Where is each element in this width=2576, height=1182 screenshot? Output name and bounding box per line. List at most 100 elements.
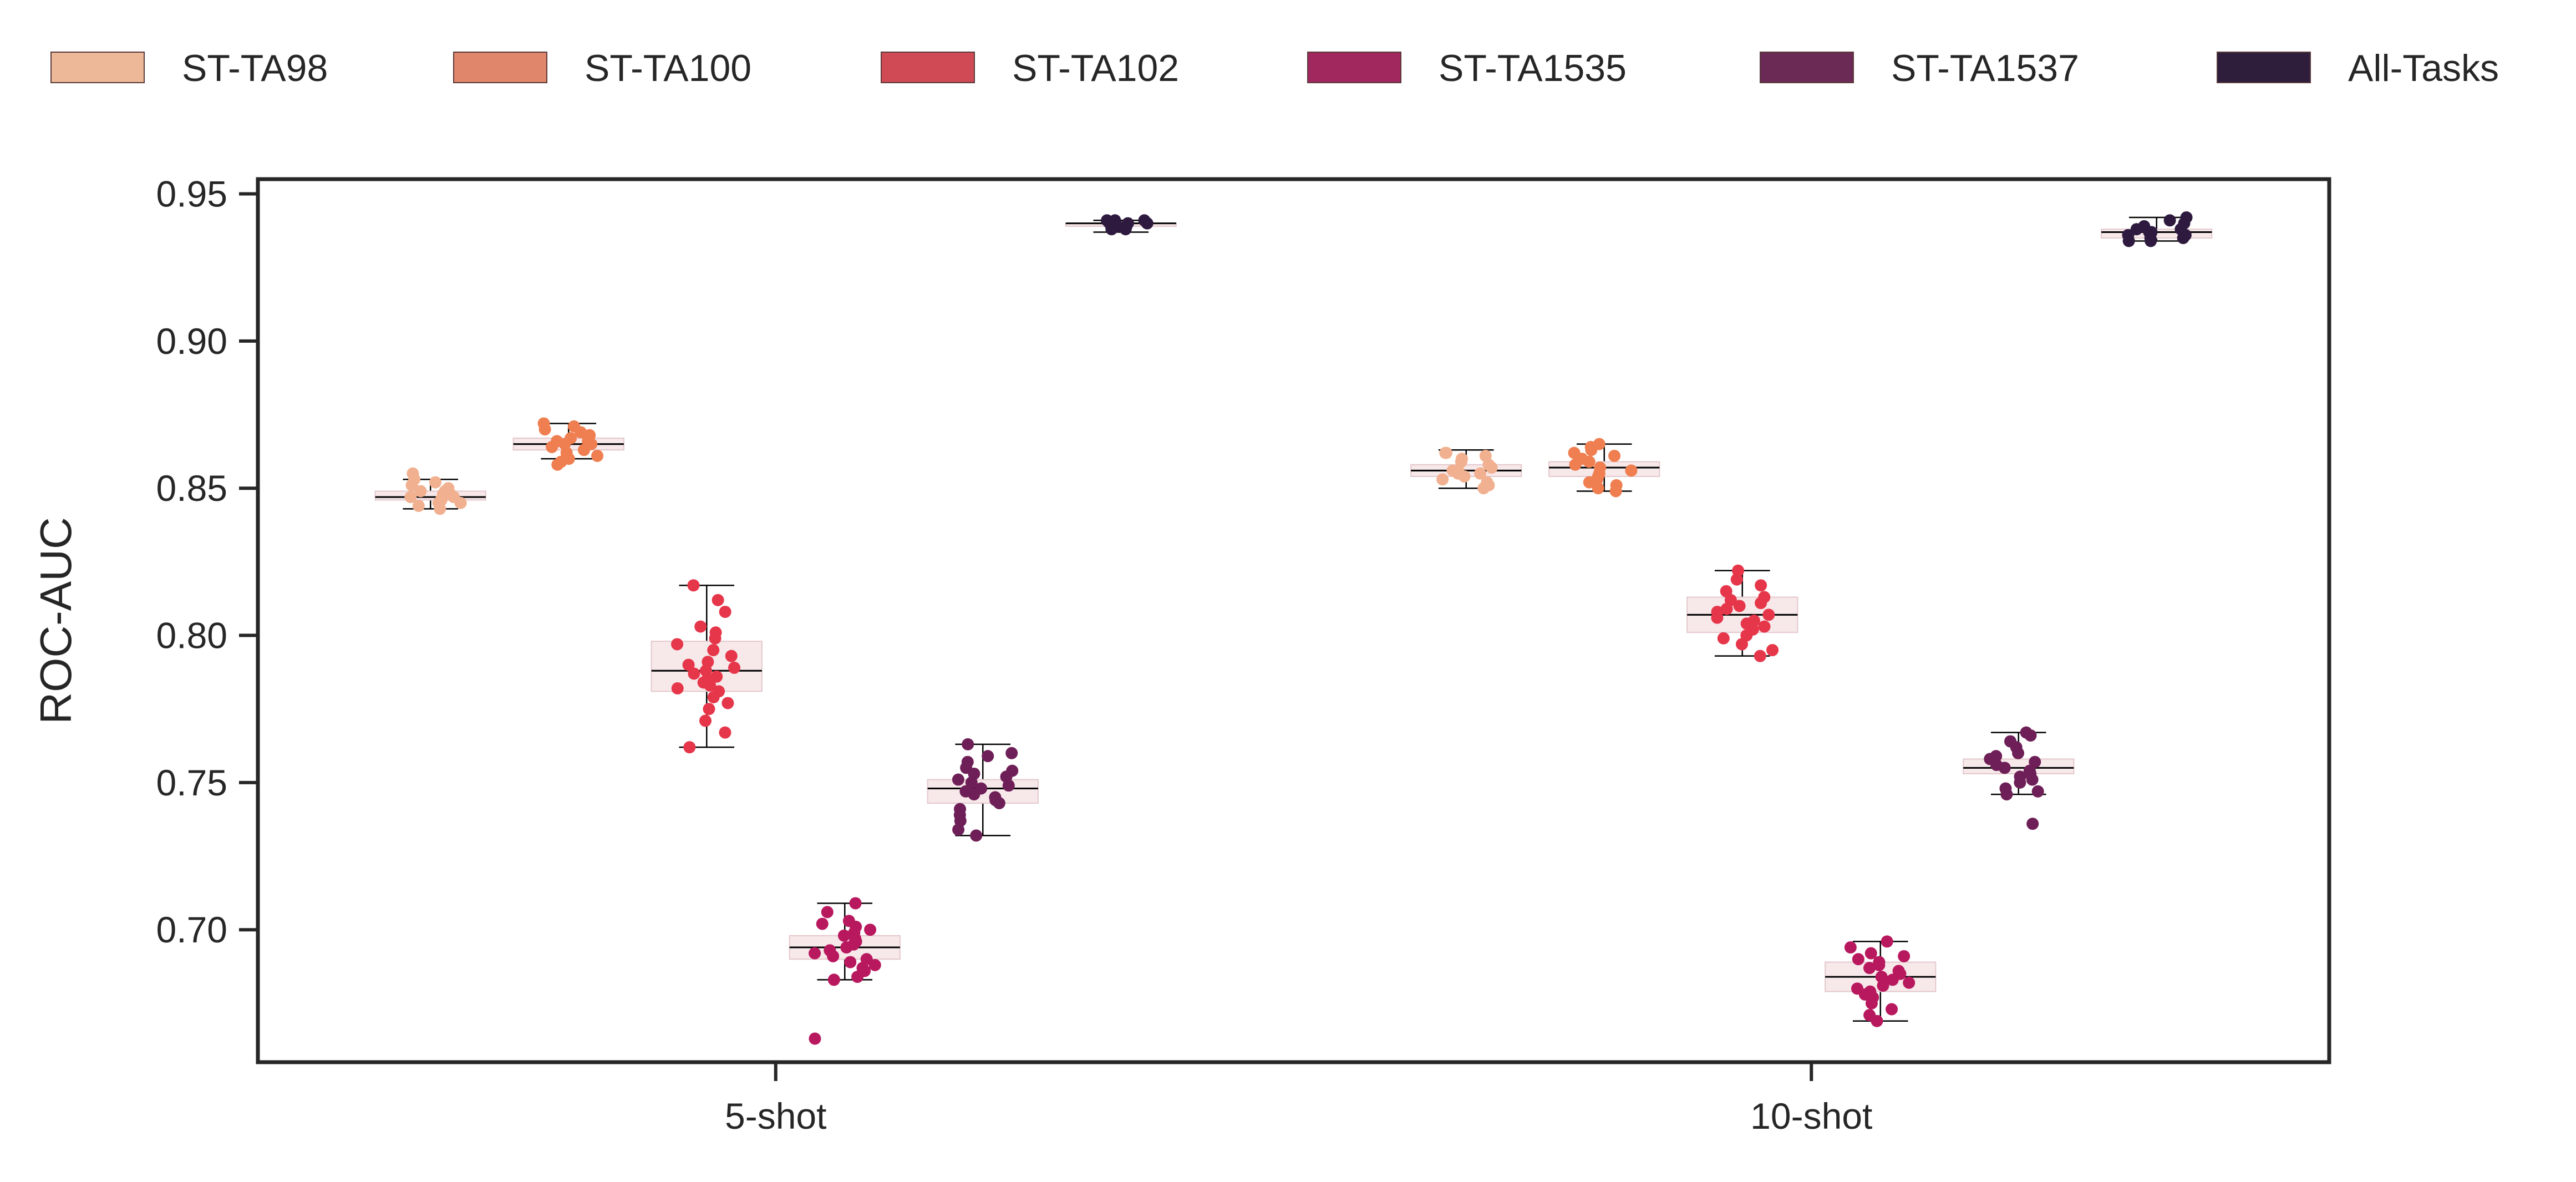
data-point [1481, 476, 1493, 489]
data-point [2023, 764, 2036, 777]
data-point [2020, 726, 2033, 739]
data-point [962, 738, 974, 750]
legend-label: ST-TA102 [1012, 47, 1179, 89]
data-point [1863, 962, 1876, 975]
data-point [2014, 770, 2026, 783]
data-point [688, 667, 700, 680]
data-point [728, 661, 741, 674]
legend: ST-TA98 ST-TA100 ST-TA102 ST-TA1535 ST-TA153… [50, 47, 2499, 89]
data-point [1436, 473, 1449, 486]
data-point [712, 593, 724, 606]
data-point [671, 682, 684, 695]
data-point [568, 420, 581, 433]
data-point [1610, 479, 1623, 491]
data-point [404, 491, 417, 504]
data-point [837, 929, 850, 942]
data-point [952, 773, 964, 786]
data-point [1864, 985, 1877, 998]
data-point [719, 726, 731, 739]
legend-label: All-Tasks [2348, 47, 2499, 89]
data-point [1873, 956, 1886, 968]
legend-item: ST-TA100 [453, 47, 751, 89]
data-point [1898, 950, 1911, 962]
legend-item: ST-TA1537 [1760, 47, 2079, 89]
data-point [702, 656, 714, 668]
data-point [709, 626, 722, 639]
data-point [537, 417, 550, 430]
legend-swatch [1307, 52, 1401, 83]
data-point [1875, 971, 1888, 983]
legend-item: ST-TA1535 [1307, 47, 1627, 89]
y-tick-label: 0.90 [156, 321, 227, 362]
data-point [1762, 608, 1775, 621]
data-point [1592, 482, 1604, 495]
data-point [1755, 579, 1767, 592]
data-point [1625, 464, 1638, 477]
data-point [1593, 438, 1605, 450]
x-axis: 5-shot 10-shot [725, 1062, 1872, 1137]
data-point [671, 638, 684, 651]
data-point [849, 897, 862, 910]
data-point [2026, 818, 2039, 830]
data-point [982, 750, 994, 763]
data-point [1758, 620, 1771, 633]
y-axis-title: ROC-AUC [31, 517, 80, 724]
data-point [975, 782, 988, 795]
data-point [2180, 211, 2193, 224]
data-point [1005, 747, 1018, 759]
data-point [713, 685, 725, 698]
data-point [707, 644, 720, 657]
data-point [1568, 447, 1581, 459]
y-tick-label: 0.75 [156, 762, 227, 803]
data-point [809, 947, 821, 960]
data-point [1006, 764, 1019, 777]
data-point [842, 915, 855, 927]
data-point [1101, 214, 1114, 227]
data-point [961, 755, 974, 768]
data-point [1479, 449, 1492, 462]
data-point [816, 917, 829, 930]
data-point [827, 973, 840, 986]
data-point [694, 620, 707, 633]
plot-area [256, 177, 2331, 1064]
data-point [1717, 632, 1730, 645]
data-point [1999, 782, 2012, 795]
data-point [2122, 229, 2135, 241]
y-tick-label: 0.85 [156, 468, 227, 509]
data-point [722, 697, 734, 709]
legend-item: All-Tasks [2217, 47, 2499, 89]
data-point [1439, 447, 1452, 459]
data-point [407, 467, 419, 480]
data-point [1754, 650, 1766, 662]
data-point [1608, 449, 1621, 462]
data-point [1990, 750, 2003, 763]
legend-swatch [453, 52, 547, 83]
data-point [1747, 615, 1760, 627]
data-point [442, 482, 455, 495]
data-point [1720, 585, 1732, 597]
data-point [1881, 935, 1893, 948]
data-point [844, 956, 857, 968]
x-tick-label: 5-shot [725, 1095, 826, 1137]
data-point [699, 714, 712, 727]
y-tick-label: 0.80 [156, 615, 227, 656]
data-point [1594, 461, 1607, 474]
data-point [860, 953, 873, 966]
data-point [2138, 220, 2151, 232]
data-point [719, 606, 731, 618]
data-point [959, 785, 972, 798]
legend-swatch [50, 52, 145, 83]
legend-item: ST-TA98 [50, 47, 328, 89]
data-point [824, 944, 836, 957]
data-point [429, 476, 442, 489]
data-point [1844, 941, 1857, 954]
legend-swatch [1760, 52, 1854, 83]
legend-label: ST-TA100 [585, 47, 751, 89]
legend-label: ST-TA1537 [1891, 47, 2079, 89]
y-axis: 0.70 0.75 0.80 0.85 0.90 0.95 [156, 174, 258, 950]
data-point [809, 1032, 821, 1045]
data-point [565, 432, 577, 444]
data-point [1892, 965, 1905, 977]
data-point [954, 803, 967, 815]
